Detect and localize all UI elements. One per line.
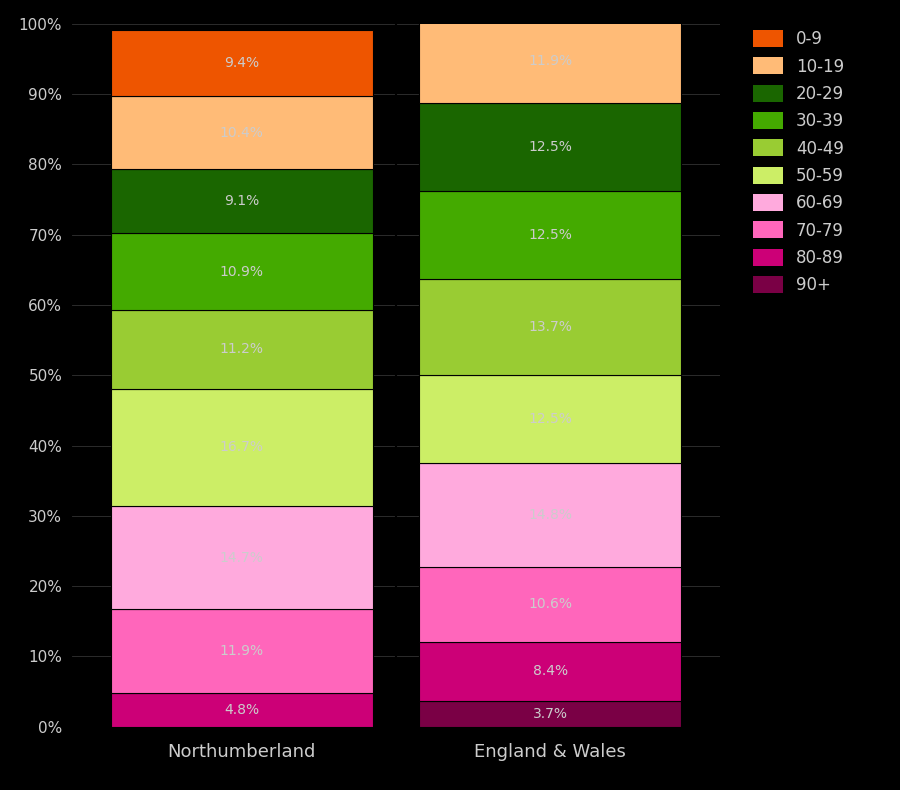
- Bar: [419, 641, 681, 701]
- Bar: [419, 103, 681, 191]
- Text: 16.7%: 16.7%: [220, 440, 264, 454]
- Bar: [111, 310, 373, 389]
- Bar: [111, 609, 373, 693]
- Text: 12.5%: 12.5%: [528, 140, 572, 154]
- Bar: [419, 701, 681, 727]
- Bar: [111, 169, 373, 233]
- Bar: [419, 463, 681, 567]
- Text: 3.7%: 3.7%: [533, 707, 568, 720]
- Bar: [111, 96, 373, 169]
- Legend: 0-9, 10-19, 20-29, 30-39, 40-49, 50-59, 60-69, 70-79, 80-89, 90+: 0-9, 10-19, 20-29, 30-39, 40-49, 50-59, …: [748, 25, 850, 299]
- Bar: [419, 279, 681, 375]
- Text: 9.1%: 9.1%: [224, 194, 259, 209]
- Text: 12.5%: 12.5%: [528, 228, 572, 242]
- Text: 11.2%: 11.2%: [220, 342, 264, 356]
- Bar: [419, 567, 681, 641]
- Text: 9.4%: 9.4%: [224, 56, 259, 70]
- Bar: [111, 389, 373, 506]
- Text: 8.4%: 8.4%: [533, 664, 568, 679]
- Text: 11.9%: 11.9%: [528, 55, 572, 68]
- Bar: [419, 375, 681, 463]
- Bar: [419, 20, 681, 103]
- Text: 14.7%: 14.7%: [220, 551, 264, 565]
- Text: 14.8%: 14.8%: [528, 508, 572, 522]
- Bar: [111, 233, 373, 310]
- Text: 12.5%: 12.5%: [528, 412, 572, 426]
- Text: 4.8%: 4.8%: [224, 703, 259, 717]
- Bar: [111, 30, 373, 96]
- Text: 13.7%: 13.7%: [528, 320, 572, 334]
- Text: 10.4%: 10.4%: [220, 126, 264, 140]
- Text: 10.9%: 10.9%: [220, 265, 264, 279]
- Bar: [111, 693, 373, 727]
- Bar: [419, 0, 681, 20]
- Text: 10.6%: 10.6%: [528, 597, 572, 611]
- Bar: [111, 506, 373, 609]
- Bar: [419, 191, 681, 279]
- Text: 11.9%: 11.9%: [220, 644, 264, 658]
